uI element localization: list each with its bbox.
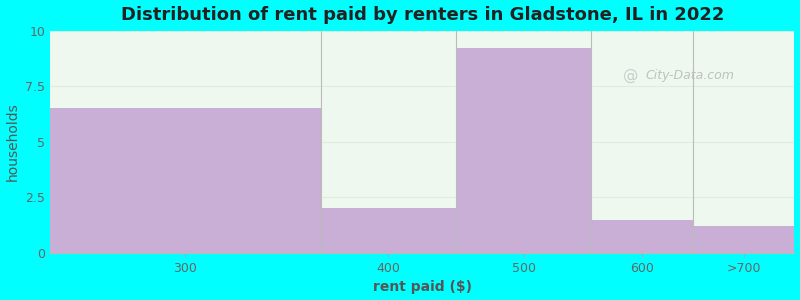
Bar (50, 108, 321, 253)
Title: Distribution of rent paid by renters in Gladstone, IL in 2022: Distribution of rent paid by renters in … (121, 6, 724, 24)
Text: @: @ (623, 68, 638, 82)
Bar (456, 48, 591, 253)
Y-axis label: households: households (6, 102, 19, 181)
X-axis label: rent paid ($): rent paid ($) (373, 280, 472, 294)
Bar (693, 226, 794, 253)
Bar (591, 220, 693, 253)
Text: City-Data.com: City-Data.com (646, 69, 734, 82)
Bar (321, 208, 456, 253)
